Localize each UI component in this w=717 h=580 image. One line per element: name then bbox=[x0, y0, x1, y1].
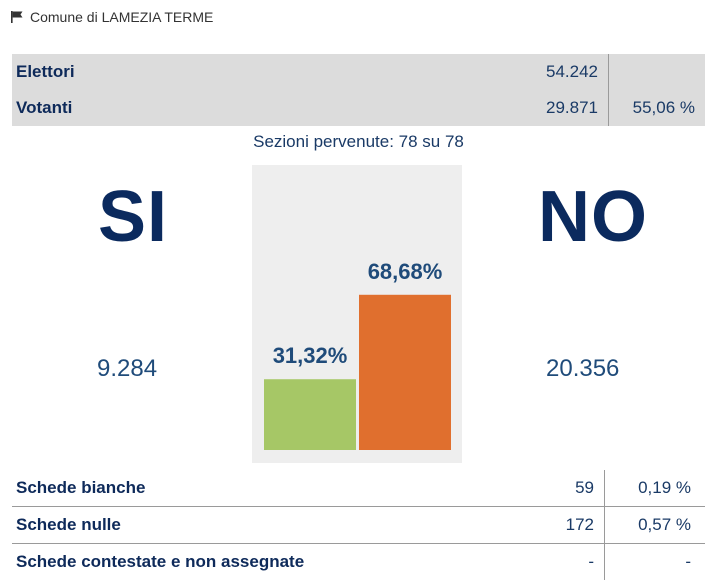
ballots-value: 59 bbox=[575, 478, 594, 497]
summary-row-elettori: Elettori 54.242 bbox=[12, 54, 705, 90]
sections-status: Sezioni pervenute: 78 su 78 bbox=[253, 132, 464, 151]
summary-row-votanti: Votanti 29.871 55,06 % bbox=[12, 90, 705, 126]
ballots-label: Schede bianche bbox=[16, 478, 146, 497]
summary-table: Elettori 54.242 Votanti 29.871 55,06 % bbox=[12, 54, 705, 126]
page-header: Comune di LAMEZIA TERME bbox=[10, 9, 213, 25]
results-chart-svg: 31,32% 68,68% bbox=[264, 259, 451, 450]
page-title: Comune di LAMEZIA TERME bbox=[30, 9, 214, 25]
results-chart: 31,32% 68,68% bbox=[252, 165, 462, 463]
si-heading: SI bbox=[98, 177, 169, 257]
ballots-value: 172 bbox=[565, 515, 594, 534]
ballots-label: Schede nulle bbox=[16, 515, 121, 534]
ballots-row-bianche: Schede bianche 59 0,19 % bbox=[12, 470, 705, 507]
bar-label-no: 68,68% bbox=[368, 259, 443, 284]
bar-label-si: 31,32% bbox=[273, 343, 348, 368]
ballots-value: - bbox=[588, 552, 594, 571]
summary-value: 29.871 bbox=[546, 98, 598, 117]
summary-label: Votanti bbox=[16, 98, 73, 117]
si-count: 9.284 bbox=[97, 355, 158, 382]
summary-value: 54.242 bbox=[546, 62, 598, 81]
summary-label: Elettori bbox=[16, 62, 75, 81]
ballots-table: Schede bianche 59 0,19 % Schede nulle 17… bbox=[12, 470, 705, 580]
ballots-percent: - bbox=[604, 544, 705, 580]
ballots-row-contestate: Schede contestate e non assegnate - - bbox=[12, 544, 705, 580]
flag-icon bbox=[11, 11, 23, 23]
summary-percent bbox=[608, 54, 705, 90]
ballots-row-nulle: Schede nulle 172 0,57 % bbox=[12, 507, 705, 544]
ballots-percent: 0,19 % bbox=[604, 470, 705, 506]
no-count: 20.356 bbox=[546, 355, 620, 382]
ballots-percent: 0,57 % bbox=[604, 507, 705, 543]
ballots-label: Schede contestate e non assegnate bbox=[16, 552, 305, 571]
bar-si bbox=[264, 379, 356, 450]
bar-no bbox=[359, 294, 451, 450]
no-heading: NO bbox=[538, 177, 648, 257]
summary-percent: 55,06 % bbox=[608, 90, 705, 126]
